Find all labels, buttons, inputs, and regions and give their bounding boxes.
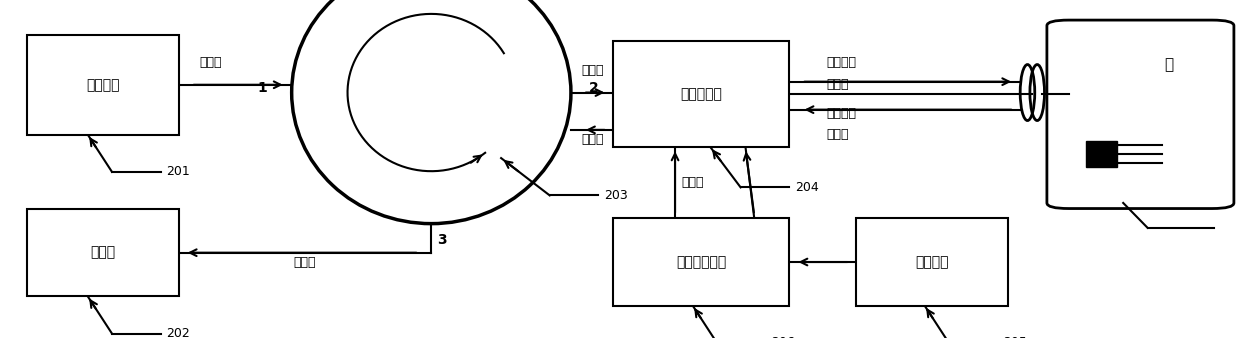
Bar: [613, 218, 789, 306]
Text: 205: 205: [1004, 336, 1027, 338]
Text: 3: 3: [437, 233, 447, 247]
Text: 光谱仪: 光谱仪: [90, 246, 115, 260]
Bar: [27, 209, 178, 296]
Text: 探测光、: 探测光、: [826, 56, 856, 69]
Text: 探测光: 探测光: [581, 64, 603, 77]
Text: 探测光、: 探测光、: [826, 106, 856, 120]
Text: 203: 203: [605, 189, 628, 202]
Text: 水: 水: [1165, 57, 1173, 72]
Text: 宿带光源: 宿带光源: [85, 78, 120, 92]
Text: 加热光: 加热光: [681, 176, 704, 189]
Text: 加热光: 加热光: [826, 128, 849, 141]
Bar: [27, 35, 178, 135]
Text: 探测光: 探测光: [581, 133, 603, 146]
Text: 1: 1: [258, 81, 268, 95]
Text: 204: 204: [795, 181, 819, 194]
FancyBboxPatch shape: [1047, 20, 1234, 209]
Text: 探测光: 探测光: [199, 56, 222, 69]
Text: 201: 201: [166, 165, 191, 178]
Text: 加热光: 加热光: [826, 78, 849, 91]
Text: 2: 2: [589, 81, 598, 95]
Text: 206: 206: [772, 336, 795, 338]
Text: 探测光: 探测光: [294, 256, 316, 269]
Text: 泵浦光源: 泵浦光源: [916, 255, 949, 269]
Text: 可调谐衰减器: 可调谐衰减器: [676, 255, 726, 269]
Bar: [1085, 141, 1118, 168]
Bar: [856, 218, 1009, 306]
Bar: [613, 41, 789, 147]
Text: 202: 202: [166, 327, 191, 338]
Text: 波分复用器: 波分复用器: [680, 87, 722, 101]
